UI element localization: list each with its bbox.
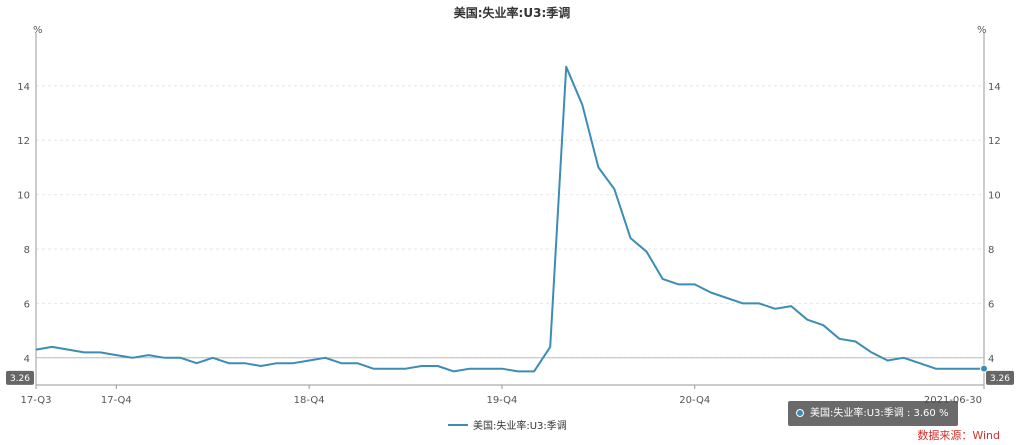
series-group[interactable] xyxy=(35,65,988,373)
badge-left-text: 3.26 xyxy=(10,374,30,384)
x-tick-label: 2021-06-30 xyxy=(924,395,982,406)
tooltip-text: 美国:失业率:U3:季调 : 3.60 % xyxy=(810,408,949,419)
y-axis-right-ticks: 4 6 8 10 12 14 xyxy=(988,82,1001,365)
y-axis-right-unit: % xyxy=(977,25,987,36)
axes xyxy=(35,33,985,386)
badge-right xyxy=(986,370,1014,385)
grid-lines xyxy=(36,85,984,359)
chart-title: 美国:失业率:U3:季调 xyxy=(454,5,571,20)
y-tick-label-right: 4 xyxy=(988,354,994,365)
y-tick-label-right: 10 xyxy=(988,191,1001,202)
y-tick-label-left: 14 xyxy=(17,82,30,93)
y-tick-label-left: 12 xyxy=(17,136,30,147)
x-tick-label: 17-Q4 xyxy=(101,395,132,406)
y-tick-label-left: 10 xyxy=(17,191,30,202)
y-tick-label-left: 8 xyxy=(24,245,30,256)
x-tick-label: 19-Q4 xyxy=(486,395,517,406)
badge-right-text: 3.26 xyxy=(990,374,1010,384)
y-axis-left-ticks: 4 6 8 10 12 14 xyxy=(17,82,30,365)
legend-label: 美国:失业率:U3:季调 xyxy=(473,419,567,432)
legend[interactable]: 美国:失业率:U3:季调 xyxy=(448,419,567,432)
value-badges: 3.26 3.26 xyxy=(6,370,1014,385)
data-source: 数据来源：Wind xyxy=(917,429,1000,442)
badge-left xyxy=(6,370,34,385)
y-axis-left-unit: % xyxy=(33,25,43,36)
y-tick-label-right: 14 xyxy=(988,82,1001,93)
series-line-u3[interactable] xyxy=(35,65,984,373)
y-tick-label-left: 4 xyxy=(24,354,30,365)
x-axis-ticks: 17-Q3 17-Q4 18-Q4 19-Q4 20-Q4 2021-06-30 xyxy=(21,385,985,406)
y-tick-label-right: 8 xyxy=(988,245,994,256)
y-tick-label-left: 6 xyxy=(24,299,30,310)
tooltip-marker xyxy=(796,409,804,417)
x-tick-label: 18-Q4 xyxy=(294,395,325,406)
tooltip: 美国:失业率:U3:季调 : 3.60 % xyxy=(788,401,959,426)
x-tick-label: 20-Q4 xyxy=(679,395,710,406)
series-last-point[interactable] xyxy=(980,364,988,373)
y-tick-label-right: 6 xyxy=(988,299,994,310)
y-tick-label-right: 12 xyxy=(988,136,1001,147)
x-tick-label: 17-Q3 xyxy=(21,395,52,406)
